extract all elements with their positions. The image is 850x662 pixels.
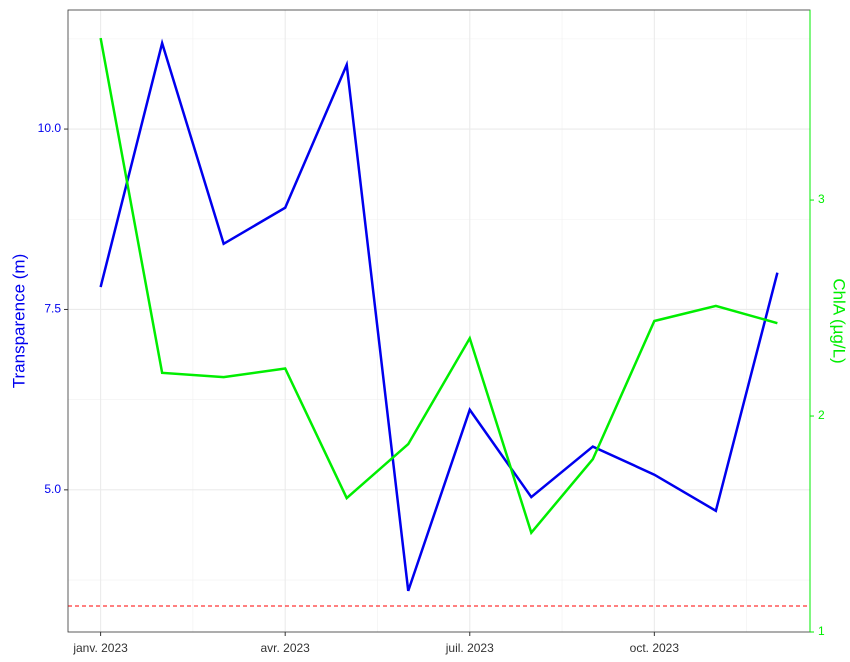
line bbox=[99, 38, 779, 592]
x-tick-label: juil. 2023 bbox=[445, 641, 494, 655]
line bbox=[99, 37, 778, 536]
y-tick-label: 10.0 bbox=[38, 121, 62, 135]
y-tick-label: 5.0 bbox=[44, 482, 61, 496]
y-axis-title: Transparence (m) bbox=[9, 254, 28, 388]
y2-tick-label: 3 bbox=[818, 192, 825, 206]
y2-tick-label: 2 bbox=[818, 408, 825, 422]
x-tick-label: avr. 2023 bbox=[260, 641, 310, 655]
y-tick-label: 7.5 bbox=[44, 302, 61, 316]
x-tick-label: janv. 2023 bbox=[72, 641, 128, 655]
x-tick-label: oct. 2023 bbox=[630, 641, 680, 655]
y2-axis-title: ChlA (µg/L) bbox=[830, 278, 849, 363]
y2-tick-label: 1 bbox=[818, 624, 825, 638]
